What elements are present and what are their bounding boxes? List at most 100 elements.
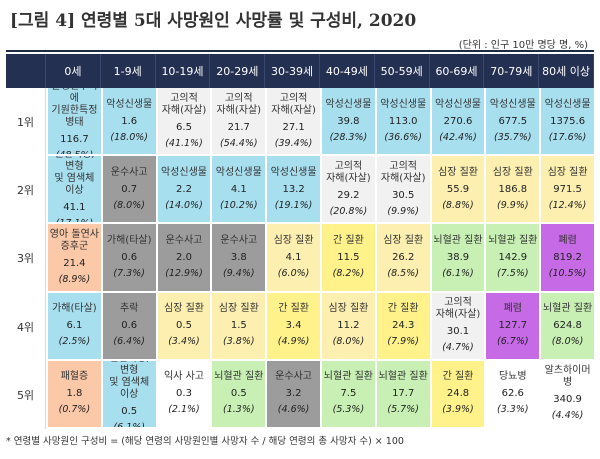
composition-percent: (35.7%) xyxy=(493,131,532,143)
composition-percent: (8.0%) xyxy=(113,199,145,211)
cause-cell: 간 질환 24.3 (7.9%) xyxy=(374,292,430,361)
composition-percent: (2.1%) xyxy=(168,404,200,416)
composition-percent: (9.4%) xyxy=(223,267,255,279)
cause-cell: 뇌혈관 질환 17.7 (5.7%) xyxy=(374,360,430,429)
cause-name: 뇌혈관 질환 xyxy=(488,234,538,246)
cause-name: 운수사고 xyxy=(110,166,148,178)
cause-cell: 간 질환 11.5 (8.2%) xyxy=(319,224,375,293)
death-rate-value: 0.7 xyxy=(121,183,138,195)
cause-name: 가해(타살) xyxy=(106,234,152,246)
cause-cell: 심장 질환 4.1 (6.0%) xyxy=(265,224,320,293)
composition-percent: (7.5%) xyxy=(497,267,529,279)
cause-name: 심장 질환 xyxy=(383,234,424,246)
cause-name: 선천기형, 변형 및 염색체 이상 xyxy=(54,156,95,196)
composition-percent: (4.4%) xyxy=(551,410,584,422)
cause-cell: 악성신생물 113.0 (36.6%) xyxy=(374,88,430,157)
death-rate-value: 24.3 xyxy=(392,320,415,332)
composition-percent: (10.5%) xyxy=(548,267,587,279)
cause-name: 고의적 자해(자살) xyxy=(161,92,207,116)
cause-cell: 고의적 자해(자살) 30.5 (9.9%) xyxy=(374,156,430,225)
age-header: 10-19세 xyxy=(155,54,211,88)
cause-name: 악성신생물 xyxy=(434,98,481,110)
cause-cell: 운수사고 3.8 (9.4%) xyxy=(210,224,266,293)
composition-percent: (10.2%) xyxy=(219,199,258,211)
composition-percent: (7.9%) xyxy=(387,336,419,348)
age-header: 70-79세 xyxy=(484,54,540,88)
composition-percent: (17.1%) xyxy=(55,217,94,225)
cause-name: 심장 질환 xyxy=(164,303,204,315)
cause-name: 간 질환 xyxy=(333,234,364,246)
death-rate-value: 340.9 xyxy=(553,394,582,406)
cause-name: 악성신생물 xyxy=(325,98,372,110)
cause-cell: 심장 질환 26.2 (8.5%) xyxy=(374,224,430,293)
cause-cell: 심장 질환 1.5 (3.8%) xyxy=(210,292,266,361)
rank-label: 2위 xyxy=(6,156,46,225)
death-rate-value: 3.4 xyxy=(285,320,302,332)
cause-name: 간 질환 xyxy=(442,371,474,383)
composition-percent: (54.4%) xyxy=(219,137,258,149)
cause-cell: 폐렴 819.2 (10.5%) xyxy=(539,224,594,293)
death-rate-value: 55.9 xyxy=(446,183,470,195)
cause-cell: 영아 돌연사 증후군 21.4 (8.9%) xyxy=(46,224,101,293)
cause-cell: 운수사고 0.7 (8.0%) xyxy=(100,156,156,225)
death-rate-value: 21.7 xyxy=(227,121,250,133)
cause-cell: 익사 사고 0.3 (2.1%) xyxy=(155,360,211,429)
death-rate-value: 1.5 xyxy=(230,320,247,332)
death-rate-value: 6.5 xyxy=(176,121,192,133)
death-rate-value: 62.6 xyxy=(501,388,524,400)
cause-cell: 출생전후기에 기원한특정병태 116.7 (48.5%) xyxy=(46,88,101,157)
cause-cell: 심장 질환 186.8 (9.9%) xyxy=(484,156,540,225)
cause-cell: 고의적 자해(자살) 29.2 (20.8%) xyxy=(319,156,375,225)
death-rate-value: 24.8 xyxy=(446,388,470,400)
cause-name: 악성신생물 xyxy=(489,98,536,110)
death-rate-value: 1375.6 xyxy=(550,115,586,127)
death-rate-value: 21.4 xyxy=(63,257,86,269)
composition-percent: (17.6%) xyxy=(548,131,587,143)
death-rate-value: 2.0 xyxy=(176,251,192,263)
composition-percent: (6.1%) xyxy=(113,422,145,429)
composition-percent: (3.4%) xyxy=(168,336,200,348)
composition-percent: (41.1%) xyxy=(165,137,203,149)
cause-cell: 추락 0.6 (6.4%) xyxy=(100,292,156,361)
cause-name: 뇌혈관 질환 xyxy=(378,371,428,383)
cause-name: 운수사고 xyxy=(275,371,312,383)
cause-name: 악성신생물 xyxy=(160,166,207,178)
age-header: 1-9세 xyxy=(100,54,156,88)
death-rate-value: 0.5 xyxy=(176,320,192,332)
death-rate-value: 38.9 xyxy=(446,251,470,263)
cause-cell: 폐렴 127.7 (6.7%) xyxy=(484,292,540,361)
age-header: 40-49세 xyxy=(319,54,375,88)
composition-percent: (8.9%) xyxy=(58,273,91,285)
cause-cell: 가해(타살) 0.6 (7.3%) xyxy=(100,224,156,293)
cause-name: 당뇨병 xyxy=(498,371,527,383)
death-rate-value: 971.5 xyxy=(553,183,582,195)
cause-name: 고의적 자해(자살) xyxy=(216,92,262,116)
death-rate-value: 142.9 xyxy=(498,251,528,263)
cause-cell: 고의적 자해(자살) 21.7 (54.4%) xyxy=(210,88,266,157)
cause-name: 패혈증 xyxy=(60,371,89,383)
death-rate-value: 116.7 xyxy=(60,133,89,145)
cause-name: 고의적 자해(자살) xyxy=(435,297,481,321)
composition-percent: (6.0%) xyxy=(277,267,310,279)
death-rate-value: 17.7 xyxy=(392,388,415,400)
cause-cell: 선천기형, 변형 및 염색체 이상 41.1 (17.1%) xyxy=(46,156,101,225)
composition-percent: (3.3%) xyxy=(497,404,529,416)
cause-name: 심장 질환 xyxy=(547,166,588,178)
death-rate-value: 4.1 xyxy=(230,183,247,195)
composition-percent: (6.1%) xyxy=(442,267,474,279)
cause-cell: 뇌혈관 질환 624.8 (8.0%) xyxy=(539,292,594,361)
composition-percent: (3.9%) xyxy=(442,404,474,416)
death-rate-value: 624.8 xyxy=(553,320,582,332)
cause-name: 악성신생물 xyxy=(270,166,317,178)
cause-name: 출생전후기에 기원한특정병태 xyxy=(51,88,98,128)
composition-percent: (0.7%) xyxy=(58,404,91,416)
top-rule xyxy=(6,50,594,52)
death-rate-value: 6.1 xyxy=(66,320,83,332)
cause-name: 폐렴 xyxy=(558,234,577,246)
rank-label: 4위 xyxy=(6,292,46,361)
cause-cell: 심장 질환 11.2 (8.0%) xyxy=(319,292,375,361)
cause-of-death-table: 0세 1-9세 10-19세 20-29세 30-39세 40-49세 50-59세 60-6… xyxy=(6,54,594,429)
composition-percent: (8.8%) xyxy=(442,199,474,211)
death-rate-value: 27.1 xyxy=(282,121,305,133)
death-rate-value: 127.7 xyxy=(498,320,528,332)
